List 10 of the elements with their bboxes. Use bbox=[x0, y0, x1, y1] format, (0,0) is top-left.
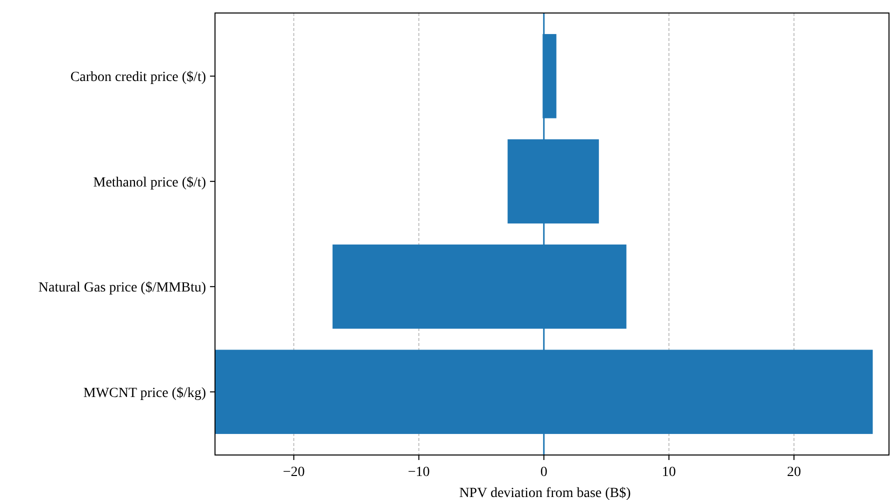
x-axis-title: NPV deviation from base (B$) bbox=[459, 486, 632, 500]
x-tick-label: 20 bbox=[786, 465, 801, 480]
x-tick-label: −10 bbox=[408, 465, 430, 480]
y-tick-label: Methanol price ($/t) bbox=[93, 175, 206, 190]
y-tick-label: Natural Gas price ($/MMBtu) bbox=[38, 280, 206, 296]
y-tick-label: MWCNT price ($/kg) bbox=[83, 386, 206, 401]
x-tick-label: −20 bbox=[282, 465, 305, 480]
y-tick-label: Carbon credit price ($/t) bbox=[70, 70, 206, 86]
x-tick-label: 0 bbox=[540, 465, 548, 480]
x-tick-label: 10 bbox=[662, 465, 676, 480]
